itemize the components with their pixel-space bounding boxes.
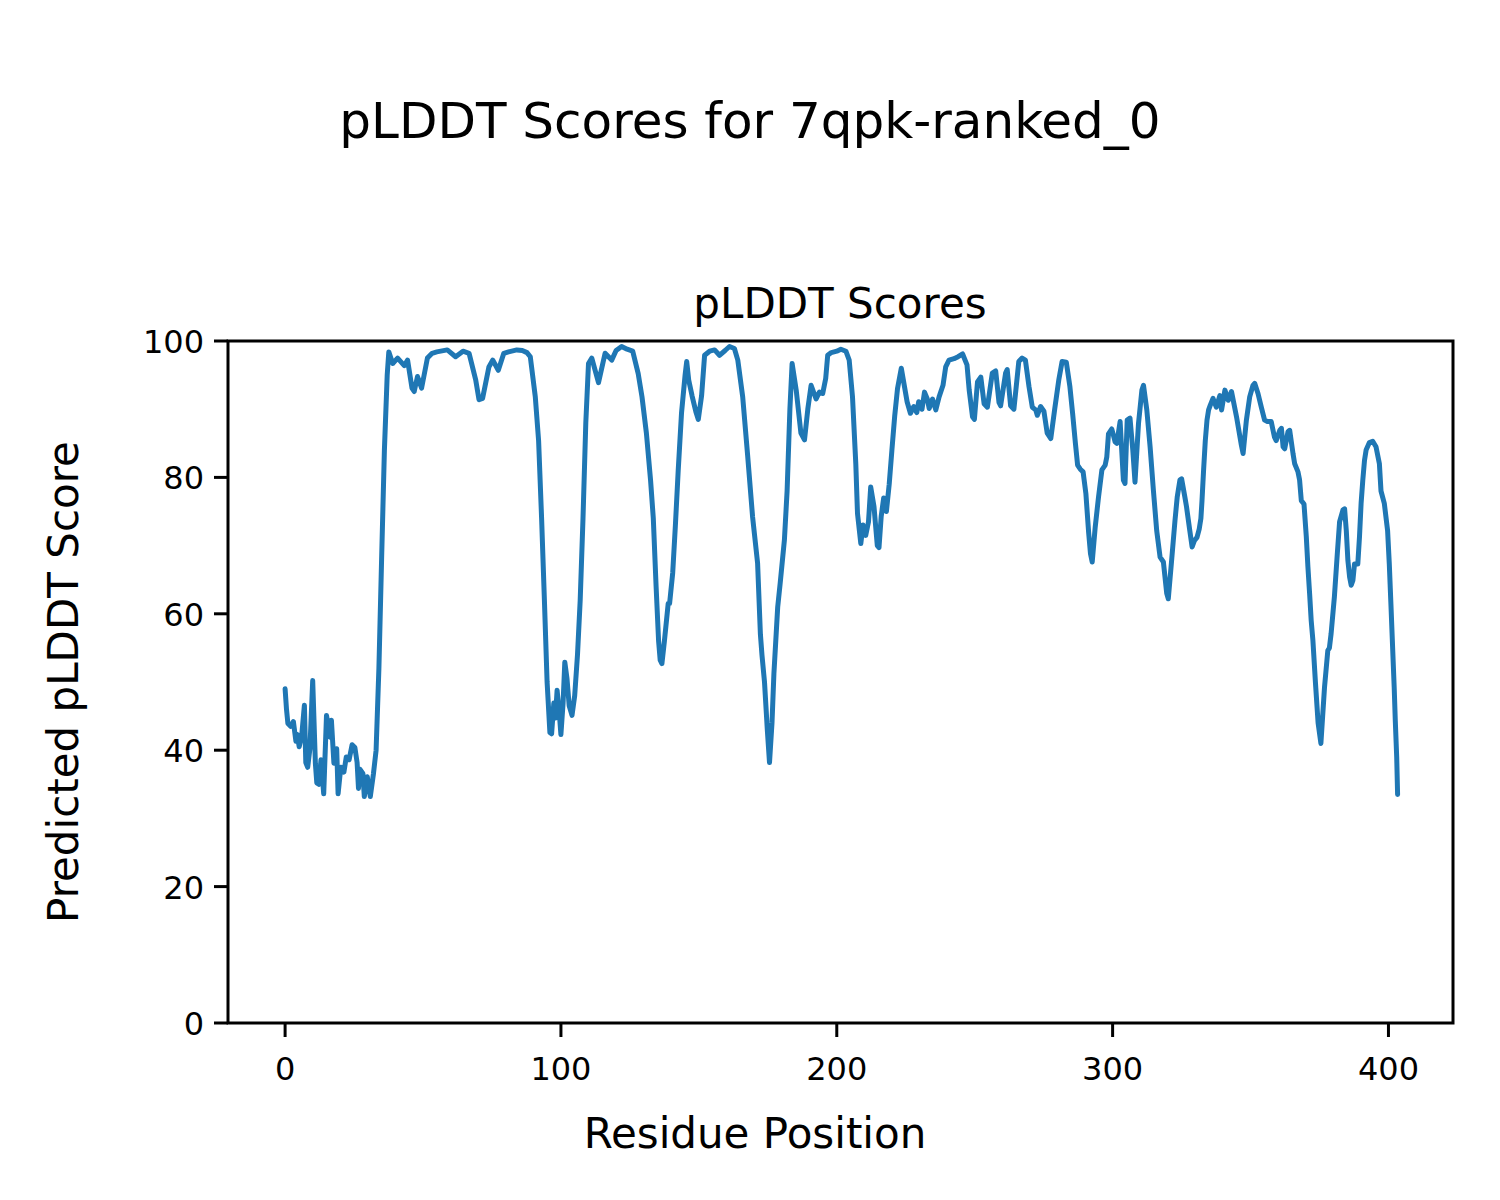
axis-ticks: 0 100 200 300 400 0 20 40 60 80 100 bbox=[143, 323, 1419, 1088]
y-tick-label: 60 bbox=[163, 596, 204, 634]
y-tick-label: 80 bbox=[163, 459, 204, 497]
y-tick-label: 40 bbox=[163, 732, 204, 770]
x-tick-label: 200 bbox=[806, 1050, 867, 1088]
figure-canvas: pLDDT Scores for 7qpk-ranked_0 010020030… bbox=[0, 0, 1500, 1200]
y-tick-label: 100 bbox=[143, 323, 204, 361]
figure-title: pLDDT Scores for 7qpk-ranked_0 bbox=[339, 92, 1160, 150]
axes-title: pLDDT Scores bbox=[693, 279, 986, 328]
data-line-layer bbox=[285, 347, 1398, 797]
y-axis-label: Predicted pLDDT Score bbox=[39, 441, 88, 923]
y-tick-label: 0 bbox=[184, 1005, 204, 1043]
x-tick-label: 300 bbox=[1082, 1050, 1143, 1088]
x-axis-label: Residue Position bbox=[584, 1109, 927, 1158]
y-tick-label: 20 bbox=[163, 869, 204, 907]
x-tick-label: 0 bbox=[275, 1050, 295, 1088]
plot-area bbox=[228, 341, 1453, 1023]
pldd-line-chart: pLDDT Scores for 7qpk-ranked_0 010020030… bbox=[0, 0, 1500, 1200]
x-tick-label: 100 bbox=[530, 1050, 591, 1088]
pldd-score-line bbox=[285, 347, 1398, 797]
x-tick-label: 400 bbox=[1358, 1050, 1419, 1088]
